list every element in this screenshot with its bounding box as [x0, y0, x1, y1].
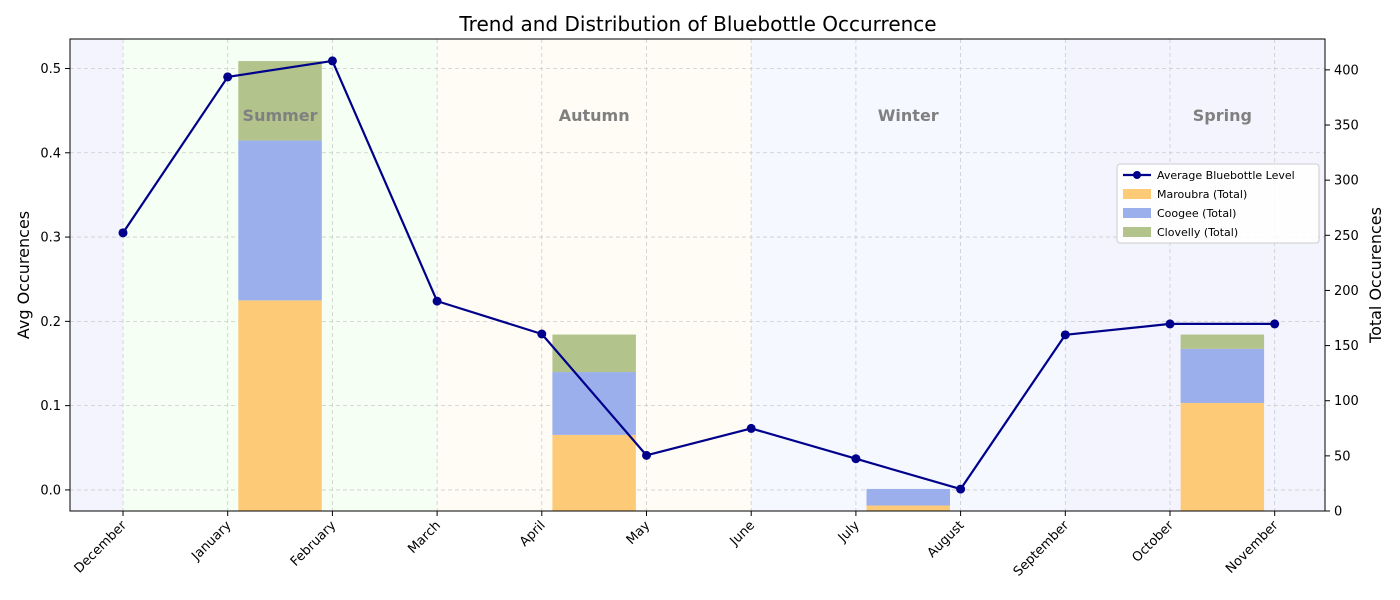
average-level-line	[122, 59, 1275, 491]
average-level-point	[1270, 319, 1280, 329]
average-level-point	[118, 228, 128, 238]
legend-entry: Coogee (Total)	[1157, 207, 1236, 220]
bar-clovelly	[552, 334, 636, 373]
y-right-tick-label: 200	[1334, 284, 1359, 299]
y-right-tick-label: 50	[1334, 449, 1351, 464]
y-left-tick-label: 0.4	[40, 146, 61, 161]
y-right-tick-label: 100	[1334, 394, 1359, 409]
bar-coogee	[866, 488, 950, 506]
x-tick-label: May	[624, 518, 654, 548]
y-left-tick-label: 0.5	[40, 62, 61, 77]
legend-box	[1116, 163, 1320, 244]
legend-entry: Average Bluebottle Level	[1157, 169, 1295, 182]
y-left-tick-label: 0.0	[40, 483, 61, 498]
x-tick-label: January	[188, 518, 234, 564]
legend-entry: Maroubra (Total)	[1157, 188, 1247, 201]
x-tick-label: March	[405, 518, 444, 557]
y-right-tick-label: 150	[1334, 339, 1359, 354]
y-right-tick-label: 0	[1334, 505, 1342, 520]
legend-swatch-patch	[1123, 189, 1151, 199]
line-layer	[118, 56, 1280, 494]
bar-maroubra	[552, 434, 636, 511]
y-right-tick-label: 400	[1334, 63, 1359, 78]
season-label-summer: Summer	[243, 106, 318, 125]
y-left-tick-label: 0.2	[40, 315, 61, 330]
x-tick-label: June	[727, 518, 758, 549]
y-axis-left-label: Avg Occurences	[14, 211, 33, 339]
y-right-tick-label: 350	[1334, 119, 1359, 134]
bar-maroubra	[866, 505, 950, 511]
x-tick-label: September	[1011, 518, 1073, 580]
x-tick-label: November	[1223, 518, 1282, 577]
x-tick-label: August	[925, 518, 968, 561]
x-tick-label: April	[517, 518, 549, 550]
bar-maroubra	[1180, 402, 1265, 511]
bar-coogee	[1180, 348, 1265, 403]
y-right-tick-label: 300	[1334, 174, 1359, 189]
plot-frame	[69, 38, 1326, 512]
average-level-point	[432, 296, 442, 306]
season-label-winter: Winter	[878, 106, 939, 125]
season-label-spring: Spring	[1193, 106, 1252, 125]
bar-coogee	[552, 372, 636, 435]
y-right-tick-label: 250	[1334, 229, 1359, 244]
x-tick-label: February	[288, 518, 340, 570]
season-label-autumn: Autumn	[559, 106, 630, 125]
bar-layer	[238, 61, 1265, 511]
average-level-point	[327, 56, 337, 66]
average-level-point	[746, 423, 756, 433]
y-axis-right-label: Total Occurences	[1366, 207, 1385, 344]
x-tick-label: December	[72, 518, 131, 577]
x-tick-label: July	[835, 518, 863, 546]
bar-maroubra	[238, 300, 322, 511]
legend-swatch-patch	[1123, 208, 1151, 218]
legend-swatch-marker	[1133, 171, 1141, 179]
average-level-point	[537, 329, 547, 339]
bar-clovelly	[1180, 334, 1265, 349]
legend-swatch-patch	[1123, 227, 1151, 237]
average-level-point	[851, 454, 861, 464]
y-left-tick-label: 0.3	[40, 231, 61, 246]
average-level-point	[1165, 319, 1175, 329]
bar-coogee	[238, 140, 322, 301]
x-tick-label: October	[1129, 518, 1177, 566]
legend: Average Bluebottle Level Maroubra (Total)…	[1116, 163, 1320, 244]
y-left-tick-label: 0.1	[40, 399, 61, 414]
average-level-point	[223, 72, 233, 82]
chart-title: Trend and Distribution of Bluebottle Occ…	[458, 12, 936, 36]
legend-entry: Clovelly (Total)	[1157, 226, 1238, 239]
average-level-point	[1060, 330, 1070, 340]
grid-layer	[70, 39, 1325, 511]
average-level-point	[642, 450, 651, 460]
season-label-layer: Summer Autumn Winter Spring	[243, 106, 1252, 125]
average-level-point	[956, 484, 966, 494]
season-span-winter	[751, 39, 1066, 511]
